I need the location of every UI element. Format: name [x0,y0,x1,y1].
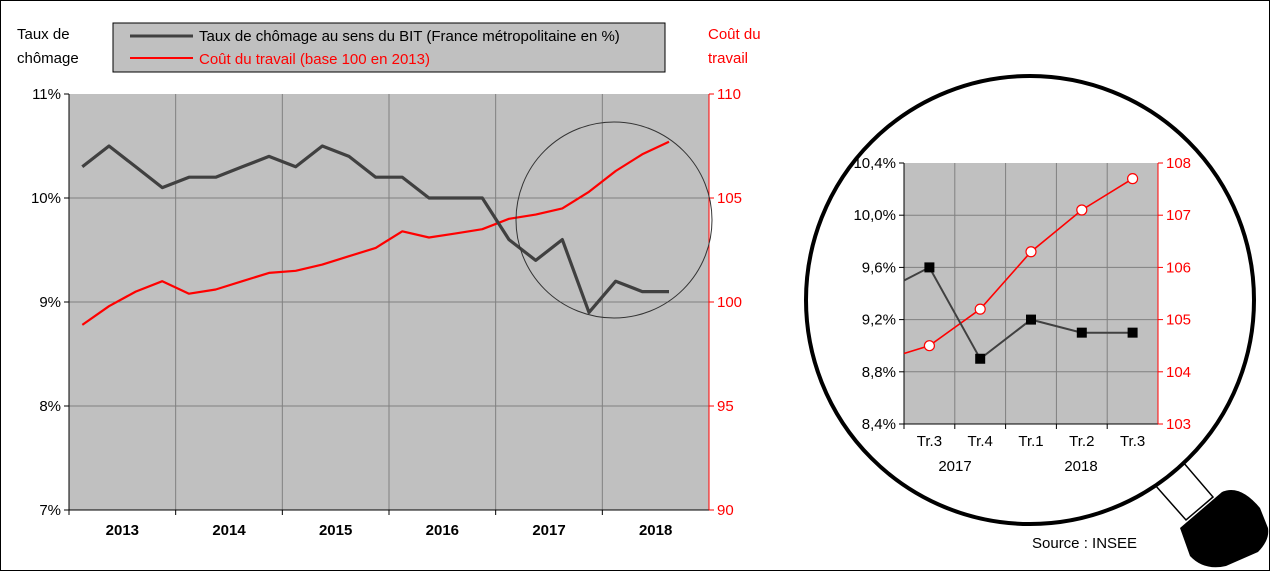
main-left-tick-label: 8% [39,398,61,415]
main-series [81,140,670,326]
series-line-unemployment [81,144,669,314]
main-right-tick-label: 110 [717,86,741,103]
inset-point-unemployment [1076,327,1087,338]
source-note: Source : INSEE [1032,535,1137,552]
inset-plot-area [904,163,1158,424]
main-x-tick-label: 2016 [426,522,459,539]
inset-point-labor-cost [1025,246,1037,258]
legend-box [112,22,666,73]
inset-series [903,173,1139,364]
inset-point-labor-cost [1076,204,1088,216]
magnifier-grip [1180,490,1269,568]
right-axis-title-line2: travail [708,50,748,67]
inset-point-unemployment [924,262,935,273]
left-axis-title-line2: chômage [17,50,79,67]
main-gridlines [69,94,709,510]
inset-point-unemployment [975,353,986,364]
inset-right-tick-label: 106 [1166,259,1191,276]
inset-gridlines [904,163,1158,424]
inset-x-tick-label: Tr.2 [1069,433,1094,450]
main-right-tick-label: 105 [717,190,742,207]
main-left-tick-label: 11% [32,86,61,103]
series-line-labor-cost [81,140,670,326]
inset-year-label-2017: 2017 [938,458,971,475]
inset-right-tick-label: 104 [1166,364,1191,381]
main-right-tick-label: 90 [717,502,734,519]
main-x-tick-label: 2017 [532,522,565,539]
main-x-tick-label: 2015 [319,522,352,539]
left-axis-title-line1: Taux de [17,26,70,43]
inset-point-labor-cost [1126,173,1139,185]
inset-left-tick-label: 10,4% [853,155,896,172]
inset-x-tick-label: Tr.3 [1120,433,1145,450]
inset-point-labor-cost [974,303,986,315]
inset-year-label-2018: 2018 [1064,458,1097,475]
legend-label-labor-cost: Coût du travail (base 100 en 2013) [199,51,430,68]
inset-right-tick-label: 108 [1166,155,1191,172]
inset-left-tick-label: 9,2% [862,312,896,329]
inset-axis-ticks: 8,4% 103 8,8% 104 9,2% 105 9,6% 106 10,0% 107 10,4… [853,155,1191,450]
main-x-tick-label: 2013 [106,522,139,539]
main-x-tick-label: 2014 [212,522,246,539]
inset-left-tick-label: 10,0% [853,207,896,224]
inset-right-tick-label: 107 [1166,207,1191,224]
inset-x-tick-label: Tr.3 [917,433,942,450]
inset-left-tick-label: 8,4% [862,416,896,433]
inset-point-unemployment [1127,327,1138,338]
legend: Taux de chômage au sens du BIT (France m… [112,22,666,73]
inset-x-tick-label: Tr.1 [1018,433,1043,450]
inset-right-tick-label: 103 [1166,416,1191,433]
right-axis-title-line1: Coût du [708,26,761,43]
inset-left-tick-label: 9,6% [862,259,896,276]
main-left-tick-label: 9% [39,294,61,311]
main-left-tick-label: 7% [39,502,61,519]
legend-label-unemployment: Taux de chômage au sens du BIT (France m… [199,28,620,45]
main-left-tick-label: 10% [31,190,61,207]
inset-point-unemployment [1026,314,1036,325]
main-right-tick-label: 100 [717,294,742,311]
inset-right-tick-label: 105 [1166,312,1191,329]
main-right-tick-label: 95 [717,398,734,415]
main-axis-ticks: 7% 90 8% 95 9% 100 10% 105 11% 110 2013 2014 2015 201… [31,86,742,539]
inset-x-tick-label: Tr.4 [968,433,993,450]
inset-left-tick-label: 8,8% [862,364,896,381]
inset-point-labor-cost [923,340,936,352]
zoom-region-circle [515,121,713,319]
main-x-tick-label: 2018 [639,522,672,539]
